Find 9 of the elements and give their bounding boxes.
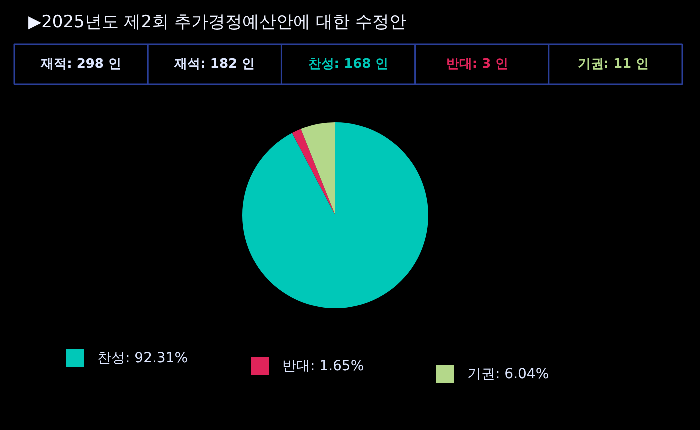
chart-title: ▶2025년도 제2회 추가경정예산안에 대한 수정안 — [28, 12, 406, 32]
legend-label: 찬성: 92.31% — [98, 350, 188, 366]
text: 재적: 298 인 — [40, 57, 122, 72]
legend-label: 반대: 1.65% — [282, 358, 364, 374]
text: 찬성: 168 인 — [308, 57, 389, 72]
legend-label: 기권: 6.04% — [468, 366, 550, 382]
text: 반대: 3 인 — [446, 57, 509, 72]
text: 재석: 182 인 — [174, 57, 256, 72]
text: 기권: 11 인 — [578, 57, 650, 72]
